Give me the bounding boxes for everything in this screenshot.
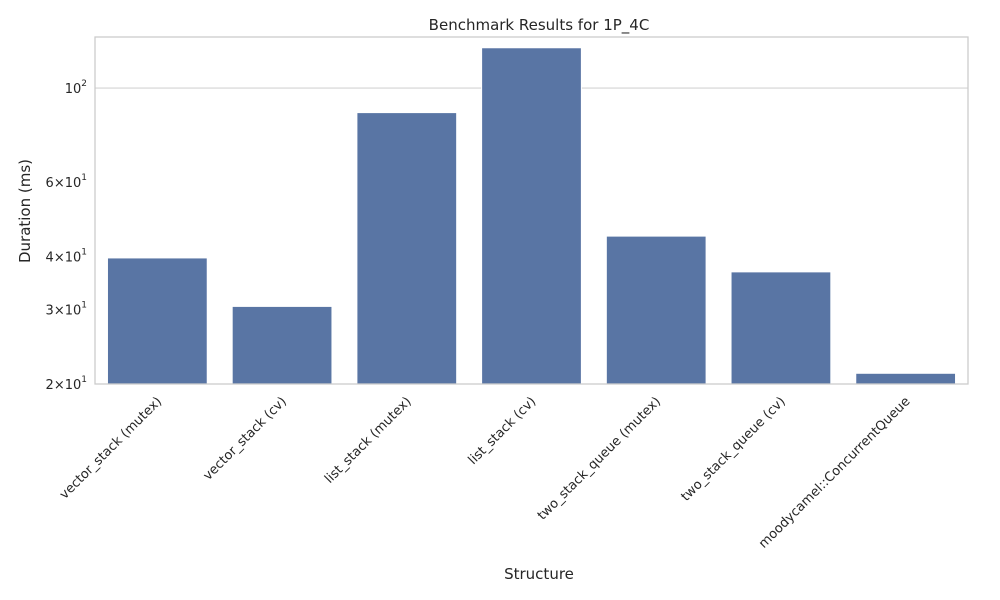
x-axis-label: Structure <box>504 565 574 583</box>
y-tick-label: 2×101 <box>46 375 87 393</box>
bar <box>481 47 582 385</box>
bar <box>106 257 208 385</box>
y-tick-label: 102 <box>65 79 87 97</box>
bar <box>231 305 333 385</box>
x-tick-label: vector_stack (mutex) <box>57 394 165 502</box>
x-tick-label: list_stack (mutex) <box>322 394 415 487</box>
x-tick-label: list_stack (cv) <box>466 394 540 468</box>
y-tick-labels: 2×101 3×101 4×101 6×101 102 <box>46 79 87 393</box>
plot-frame <box>94 36 969 385</box>
y-tick-label: 6×101 <box>46 173 87 191</box>
bar <box>855 372 957 385</box>
x-tick-labels: vector_stack (mutex) vector_stack (cv) lis… <box>57 394 913 551</box>
chart-title: Benchmark Results for 1P_4C <box>429 16 650 35</box>
bar <box>730 271 832 385</box>
bar <box>605 235 707 385</box>
x-tick-label: moodycamel::ConcurrentQueue <box>756 394 913 551</box>
bar-layer <box>106 47 957 385</box>
y-tick-label: 4×101 <box>46 248 87 266</box>
x-tick-label: two_stack_queue (cv) <box>678 394 788 504</box>
y-axis-label: Duration (ms) <box>16 159 34 263</box>
x-tick-label: vector_stack (cv) <box>201 394 290 483</box>
x-tick-label: two_stack_queue (mutex) <box>535 394 664 523</box>
y-tick-label: 3×101 <box>46 300 87 318</box>
bar <box>356 112 458 385</box>
